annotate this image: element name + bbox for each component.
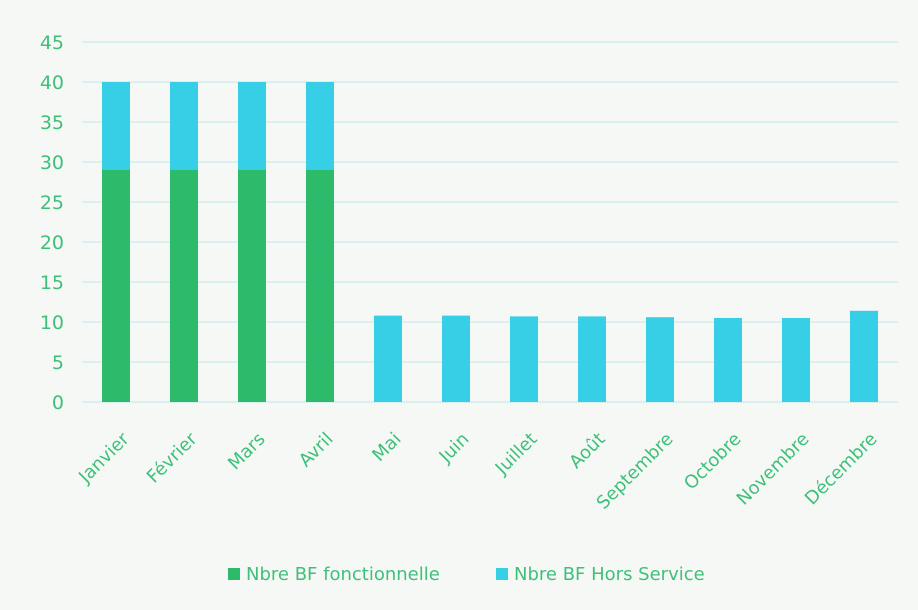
bar-segment bbox=[714, 318, 742, 402]
bar-segment bbox=[306, 82, 334, 170]
bar-segment bbox=[850, 310, 878, 402]
y-tick-label: 35 bbox=[40, 112, 64, 134]
legend-label: Nbre BF Hors Service bbox=[514, 564, 705, 585]
bar-segment bbox=[306, 170, 334, 402]
y-tick-label: 10 bbox=[40, 312, 64, 334]
y-axis-ticks: 0 5 10 15 20 25 30 35 40 45 bbox=[40, 32, 64, 414]
x-category-label: Avril bbox=[295, 429, 338, 472]
bar-segment bbox=[374, 315, 402, 402]
bar-segment bbox=[442, 315, 470, 402]
y-tick-label: 45 bbox=[40, 32, 64, 54]
x-category-label: Juillet bbox=[491, 429, 542, 480]
bar-segment bbox=[578, 316, 606, 402]
bar-segment bbox=[646, 317, 674, 402]
legend-label: Nbre BF fonctionnelle bbox=[246, 564, 440, 585]
x-category-label: Janvier bbox=[74, 428, 134, 488]
y-tick-label: 40 bbox=[40, 72, 64, 94]
bar-segment bbox=[510, 316, 538, 402]
bar-segment bbox=[782, 318, 810, 402]
bar-segment bbox=[170, 82, 198, 170]
bar-segment bbox=[102, 170, 130, 402]
x-axis-categories: Janvier Février Mars Avril Mai Juin Juillet Aoû… bbox=[74, 428, 881, 513]
bar-segment bbox=[238, 82, 266, 170]
x-category-label: Février bbox=[143, 428, 202, 487]
x-category-label: Juin bbox=[435, 429, 474, 468]
y-tick-label: 0 bbox=[52, 392, 64, 414]
bar-segment bbox=[238, 170, 266, 402]
x-category-label: Novembre bbox=[733, 429, 814, 510]
x-category-label: Octobre bbox=[680, 429, 746, 495]
legend-swatch bbox=[496, 568, 508, 580]
y-tick-label: 25 bbox=[40, 192, 64, 214]
legend-swatch bbox=[228, 568, 240, 580]
bar-segment bbox=[170, 170, 198, 402]
legend: Nbre BF fonctionnelle Nbre BF Hors Servic… bbox=[228, 564, 705, 585]
x-category-label: Août bbox=[565, 429, 609, 473]
y-tick-label: 15 bbox=[40, 272, 64, 294]
x-category-label: Décembre bbox=[801, 429, 882, 510]
x-category-label: Mars bbox=[224, 429, 269, 474]
bar-segment bbox=[102, 82, 130, 170]
gridlines bbox=[82, 41, 898, 403]
y-tick-label: 5 bbox=[52, 352, 64, 374]
bars bbox=[102, 82, 878, 402]
x-category-label: Mai bbox=[368, 429, 405, 466]
y-tick-label: 30 bbox=[40, 152, 64, 174]
y-tick-label: 20 bbox=[40, 232, 64, 254]
